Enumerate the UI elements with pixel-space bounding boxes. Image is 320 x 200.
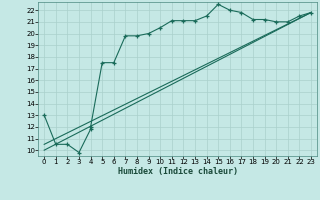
X-axis label: Humidex (Indice chaleur): Humidex (Indice chaleur) bbox=[118, 167, 238, 176]
